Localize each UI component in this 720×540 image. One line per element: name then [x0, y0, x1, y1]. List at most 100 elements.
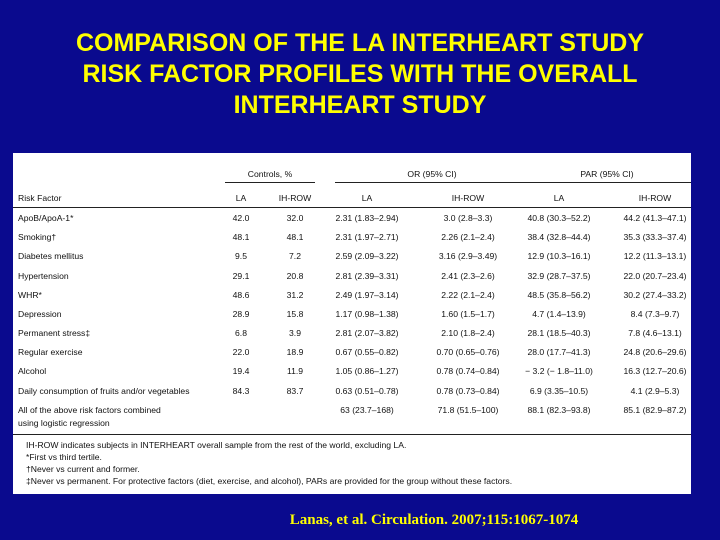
cell-or-la: 2.31 (1.83–2.94)	[335, 213, 399, 223]
cell-par-ih: 8.4 (7.3–9.7)	[630, 309, 680, 319]
table-panel: Controls, % OR (95% CI) PAR (95% CI) Ris…	[13, 153, 691, 494]
cell-ctrl-ih: 11.9	[286, 366, 304, 376]
cell-or-la: 2.81 (2.39–3.31)	[335, 271, 399, 281]
cell-factor: Smoking†	[18, 232, 57, 242]
cell-ctrl-ih: 83.7	[286, 386, 304, 396]
cell-ctrl-ih: 15.8	[286, 309, 304, 319]
combined-factor-line: All of the above risk factors combined	[18, 405, 161, 415]
cell-ctrl-la: 22.0	[232, 347, 250, 357]
cell-ctrl-ih: 48.1	[286, 232, 304, 242]
cell-ctrl-la: 28.9	[232, 309, 250, 319]
cell-par-ih: 44.2 (41.3–47.1)	[623, 213, 687, 223]
cell-par-ih: 22.0 (20.7–23.4)	[623, 271, 687, 281]
cell-or-ih: 2.22 (2.1–2.4)	[441, 290, 495, 300]
cell-ctrl-la: 84.3	[232, 386, 250, 396]
cell-or-ih: 3.16 (2.9–3.49)	[438, 251, 498, 261]
title-line: COMPARISON OF THE LA INTERHEART STUDY	[75, 29, 645, 57]
cell-ctrl-la: 48.6	[232, 290, 250, 300]
cell-ctrl-ih: 3.9	[289, 328, 301, 338]
cell-or-la: 0.67 (0.55–0.82)	[335, 347, 399, 357]
combined-par-ih: 85.1 (82.9–87.2)	[623, 405, 687, 415]
cell-or-ih: 0.78 (0.73–0.84)	[436, 386, 500, 396]
cell-or-la: 1.17 (0.98–1.38)	[335, 309, 399, 319]
cell-ctrl-ih: 18.9	[286, 347, 304, 357]
cell-or-ih: 2.41 (2.3–2.6)	[441, 271, 495, 281]
cell-factor: Permanent stress‡	[18, 328, 91, 338]
column-header: IH-ROW	[451, 193, 485, 203]
cell-par-la: − 3.2 (− 1.8–11.0)	[525, 366, 593, 376]
cell-factor: ApoB/ApoA-1*	[18, 213, 74, 223]
cell-or-ih: 0.78 (0.74–0.84)	[436, 366, 500, 376]
cell-or-la: 2.31 (1.97–2.71)	[335, 232, 399, 242]
combined-par-la: 88.1 (82.3–93.8)	[527, 405, 591, 415]
column-header: LA	[553, 193, 565, 203]
cell-ctrl-la: 9.5	[235, 251, 247, 261]
combined-or-ih: 71.8 (51.5–100)	[437, 405, 499, 415]
combined-or-la: 63 (23.7–168)	[340, 405, 394, 415]
cell-par-la: 12.9 (10.3–16.1)	[527, 251, 591, 261]
cell-par-la: 28.1 (18.5–40.3)	[527, 328, 591, 338]
group-header-controls: Controls, %	[247, 169, 293, 179]
cell-factor: Alcohol	[18, 366, 47, 376]
footnote: ‡Never vs permanent. For protective fact…	[26, 476, 513, 486]
group-header-par: PAR (95% CI)	[580, 169, 634, 179]
column-header: LA	[235, 193, 247, 203]
column-header: IH-ROW	[638, 193, 672, 203]
cell-factor: Diabetes mellitus	[18, 251, 84, 261]
cell-factor: Regular exercise	[18, 347, 83, 357]
cell-par-la: 32.9 (28.7–37.5)	[527, 271, 591, 281]
cell-ctrl-la: 48.1	[232, 232, 250, 242]
cell-or-ih: 3.0 (2.8–3.3)	[443, 213, 493, 223]
cell-factor: Depression	[18, 309, 62, 319]
cell-par-ih: 24.8 (20.6–29.6)	[623, 347, 687, 357]
cell-par-ih: 30.2 (27.4–33.2)	[623, 290, 687, 300]
group-header-or: OR (95% CI)	[407, 169, 457, 179]
cell-or-la: 2.81 (2.07–3.82)	[335, 328, 399, 338]
cell-par-ih: 12.2 (11.3–13.1)	[623, 251, 687, 261]
cell-par-la: 28.0 (17.7–41.3)	[527, 347, 591, 357]
cell-or-ih: 1.60 (1.5–1.7)	[441, 309, 495, 319]
column-header: Risk Factor	[18, 193, 62, 203]
cell-par-ih: 7.8 (4.6–13.1)	[628, 328, 682, 338]
slide-title: COMPARISON OF THE LA INTERHEART STUDY RI…	[20, 28, 700, 121]
cell-factor: Hypertension	[18, 271, 69, 281]
citation: Lanas, et al. Circulation. 2007;115:1067…	[289, 512, 579, 528]
cell-ctrl-la: 19.4	[232, 366, 250, 376]
cell-par-la: 40.8 (30.3–52.2)	[527, 213, 591, 223]
cell-par-ih: 4.1 (2.9–5.3)	[630, 386, 680, 396]
title-line: RISK FACTOR PROFILES WITH THE OVERALL	[82, 60, 638, 88]
group-underline	[521, 182, 691, 183]
footnote: †Never vs current and former.	[26, 464, 140, 474]
header-rule	[13, 207, 691, 208]
cell-ctrl-la: 29.1	[232, 271, 250, 281]
cell-or-ih: 2.26 (2.1–2.4)	[441, 232, 495, 242]
cell-or-ih: 0.70 (0.65–0.76)	[436, 347, 500, 357]
group-underline	[225, 182, 315, 183]
cell-par-ih: 16.3 (12.7–20.6)	[623, 366, 687, 376]
cell-or-la: 0.63 (0.51–0.78)	[335, 386, 399, 396]
footer-rule	[13, 434, 691, 435]
group-underline	[335, 182, 525, 183]
footnote: *First vs third tertile.	[26, 452, 102, 462]
cell-par-la: 4.7 (1.4–13.9)	[532, 309, 586, 319]
cell-factor: WHR*	[18, 290, 42, 300]
title-line: INTERHEART STUDY	[233, 91, 487, 119]
cell-par-la: 48.5 (35.8–56.2)	[527, 290, 591, 300]
cell-ctrl-la: 42.0	[232, 213, 250, 223]
cell-or-la: 2.59 (2.09–3.22)	[335, 251, 399, 261]
cell-par-ih: 35.3 (33.3–37.4)	[623, 232, 687, 242]
cell-ctrl-ih: 20.8	[286, 271, 304, 281]
combined-factor-line: using logistic regression	[18, 418, 110, 428]
cell-or-ih: 2.10 (1.8–2.4)	[441, 328, 495, 338]
cell-factor: Daily consumption of fruits and/or veget…	[18, 386, 190, 396]
cell-ctrl-la: 6.8	[235, 328, 247, 338]
cell-or-la: 2.49 (1.97–3.14)	[335, 290, 399, 300]
cell-ctrl-ih: 31.2	[286, 290, 304, 300]
cell-par-la: 6.9 (3.35–10.5)	[529, 386, 589, 396]
column-header: IH-ROW	[278, 193, 312, 203]
cell-ctrl-ih: 32.0	[286, 213, 304, 223]
column-header: LA	[361, 193, 373, 203]
footnote: IH-ROW indicates subjects in INTERHEART …	[26, 440, 407, 450]
cell-ctrl-ih: 7.2	[289, 251, 301, 261]
cell-par-la: 38.4 (32.8–44.4)	[527, 232, 591, 242]
